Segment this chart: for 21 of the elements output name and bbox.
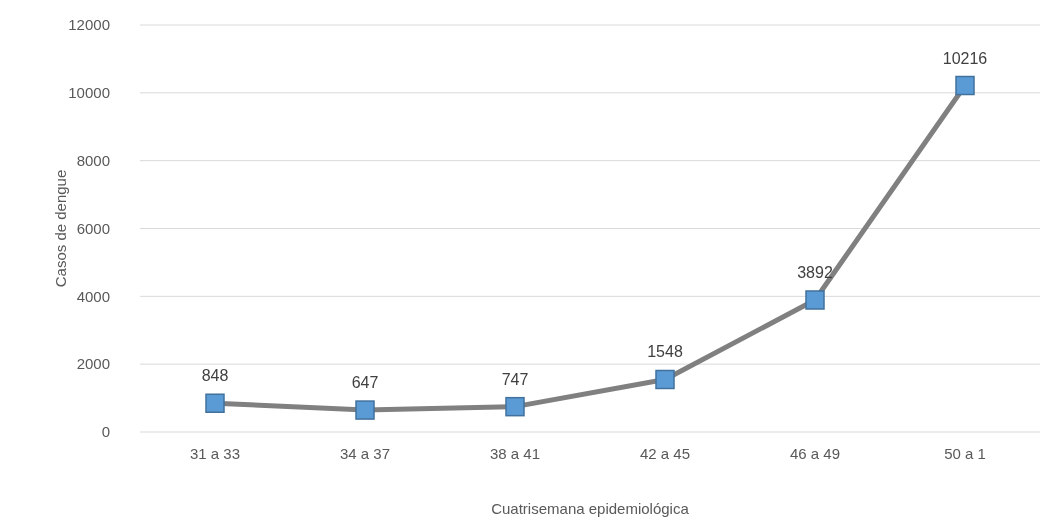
y-tick-label: 6000 — [76, 219, 110, 237]
data-label: 10216 — [942, 49, 988, 67]
y-axis-title: Casos de dengue — [52, 169, 69, 288]
x-axis-title: Cuatrisemana epidemiológica — [491, 500, 690, 517]
x-tick-label: 42 a 45 — [639, 445, 691, 462]
y-tick-label: 0 — [101, 423, 110, 441]
x-tick-label: 50 a 1 — [944, 445, 986, 462]
y-tick-label: 2000 — [76, 355, 110, 373]
x-tick-label: 34 a 37 — [339, 445, 391, 462]
data-label: 747 — [501, 370, 529, 388]
y-tick-label: 8000 — [76, 151, 110, 169]
data-label: 647 — [351, 374, 379, 392]
y-tick-label: 4000 — [76, 287, 110, 305]
y-tick-label: 10000 — [68, 84, 110, 102]
data-label: 848 — [201, 367, 229, 385]
data-label: 3892 — [797, 264, 833, 281]
x-tick-label: 31 a 33 — [189, 445, 241, 462]
x-tick-label: 46 a 49 — [789, 445, 841, 462]
data-label: 1548 — [647, 343, 683, 361]
y-tick-label: 12000 — [68, 16, 110, 34]
x-tick-label: 38 a 41 — [489, 445, 541, 462]
